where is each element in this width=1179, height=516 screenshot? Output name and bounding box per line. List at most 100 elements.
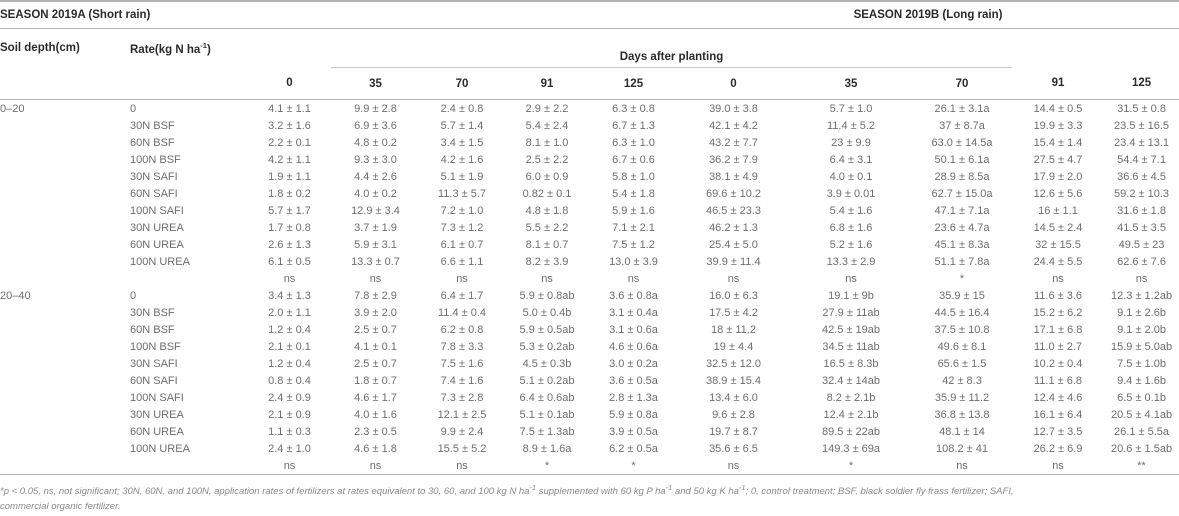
value-cell: 51.1 ± 7.8a: [934, 255, 990, 268]
empty-cell: [130, 457, 248, 475]
value-cell: 42.5 ± 19ab: [821, 323, 881, 336]
value-cell: 17.5 ± 4.2: [709, 306, 758, 319]
empty-header-cell: [248, 29, 331, 68]
value-cell: 6.9 ± 3.6: [354, 119, 397, 132]
value-cell: 4.6 ± 1.7: [354, 391, 397, 404]
value-cell: 5.7 ± 1.4: [440, 119, 484, 132]
table-row: 30N UREA 1.7 ± 0.8 3.7 ± 1.9 7.3 ± 1.2 5.5 ±…: [0, 219, 1179, 236]
value-cell: 3.9 ± 0.5a: [609, 425, 658, 438]
value-cell: 5.3 ± 0.2ab: [519, 340, 575, 353]
superscript: -1: [665, 483, 673, 492]
value-cell: 0.82 ± 0.1: [522, 187, 572, 200]
soil-depth-cell: [0, 185, 130, 202]
significance-cell: ns: [456, 272, 468, 285]
value-cell: 6.7 ± 0.6: [612, 153, 655, 166]
soil-depth-cell: [0, 253, 130, 270]
day-number-row: 0 35 70 91 125 0 35 70 91 125: [0, 67, 1179, 100]
rate-cell: 60N SAFI: [130, 187, 178, 200]
season-b-header: SEASON 2019B (Long rain): [677, 1, 1179, 29]
footnote: *p < 0.05, ns, not significant; 30N, 60N…: [0, 483, 1014, 512]
value-cell: 19 ± 4.4: [713, 340, 754, 353]
value-cell: 13.3 ± 2.9: [826, 255, 876, 268]
value-cell: 63.0 ± 14.5a: [931, 136, 993, 149]
value-cell: 5.9 ± 0.5ab: [519, 323, 575, 336]
table-row: 60N BSF 1.2 ± 0.4 2.5 ± 0.7 6.2 ± 0.8 5.9 ± …: [0, 321, 1179, 338]
value-cell: 12.4 ± 4.6: [1033, 391, 1083, 404]
soil-depth-cell: [0, 406, 130, 423]
value-cell: 65.6 ± 1.5: [937, 357, 987, 370]
value-cell: 4.1 ± 1.1: [268, 102, 311, 115]
value-cell: 26.2 ± 6.9: [1033, 442, 1083, 455]
rate-cell: 30N UREA: [130, 221, 184, 234]
table-row: 30N UREA 2.1 ± 0.9 4.0 ± 1.6 12.1 ± 2.5 5.1 …: [0, 406, 1179, 423]
soil-depth-cell: [0, 440, 130, 457]
empty-cell: [130, 270, 248, 287]
soil-depth-cell: 20–40: [0, 289, 31, 302]
significance-cell: ns: [541, 272, 553, 285]
value-cell: 5.5 ± 2.2: [525, 221, 569, 234]
value-cell: 5.9 ± 1.6: [612, 204, 655, 217]
soil-depth-cell: [0, 168, 130, 185]
significance-cell: ns: [1052, 459, 1064, 472]
table-row: 60N SAFI 0.8 ± 0.4 1.8 ± 0.7 7.4 ± 1.6 5.1 ±…: [0, 372, 1179, 389]
value-cell: 1.2 ± 0.4: [268, 357, 311, 370]
empty-cell: [0, 270, 130, 287]
empty-cell: [0, 457, 130, 475]
value-cell: 7.5 ± 1.2: [612, 238, 655, 251]
value-cell: 19.1 ± 9b: [828, 289, 874, 302]
soil-depth-cell: [0, 236, 130, 253]
significance-cell: *: [544, 459, 550, 472]
value-cell: 2.1 ± 0.1: [268, 340, 311, 353]
value-cell: 8.2 ± 2.1b: [826, 391, 876, 404]
table-body: 0–20 0 4.1 ± 1.1 9.9 ± 2.8 2.4 ± 0.8 2.9 ± 2.…: [0, 100, 1179, 475]
soil-depth-cell: [0, 389, 130, 406]
day-col-a-35: 35: [331, 67, 420, 100]
value-cell: 14.4 ± 0.5: [1033, 102, 1083, 115]
value-cell: 10.2 ± 0.4: [1033, 357, 1083, 370]
value-cell: 38.1 ± 4.9: [709, 170, 758, 183]
day-col-a-125: 125: [590, 67, 677, 100]
rate-cell: 0: [130, 102, 137, 115]
significance-cell: *: [631, 459, 636, 472]
value-cell: 9.9 ± 2.4: [440, 425, 484, 438]
table-row: 30N BSF 3.2 ± 1.6 6.9 ± 3.6 5.7 ± 1.4 5.4 ± …: [0, 117, 1179, 134]
day-col-a-70: 70: [420, 67, 504, 100]
value-cell: 43.2 ± 7.7: [709, 136, 758, 149]
rate-cell: 30N UREA: [130, 408, 184, 421]
value-cell: 6.4 ± 3.1: [829, 153, 873, 166]
value-cell: 5.7 ± 1.0: [829, 102, 873, 115]
table-row: 20–40 0 3.4 ± 1.3 7.8 ± 2.9 6.4 ± 1.7 5.9 ± 0…: [0, 287, 1179, 304]
value-cell: 4.0 ± 0.2: [354, 187, 397, 200]
value-cell: 39.9 ± 11.4: [706, 255, 761, 268]
superscript: -1: [738, 483, 746, 492]
significance-cell: ns: [283, 272, 296, 285]
value-cell: 62.7 ± 15.0a: [931, 187, 993, 200]
rate-cell: 30N SAFI: [130, 170, 178, 183]
significance-cell: ns: [727, 459, 740, 472]
value-cell: 37.5 ± 10.8: [934, 323, 990, 336]
value-cell: 4.2 ± 1.6: [440, 153, 484, 166]
value-cell: 16.5 ± 8.3b: [823, 357, 879, 370]
table-row: 100N UREA 2.4 ± 1.0 4.6 ± 1.8 15.5 ± 5.2 8.9…: [0, 440, 1179, 457]
value-cell: 5.1 ± 1.9: [440, 170, 484, 183]
significance-cell: *: [848, 459, 854, 472]
value-cell: 2.4 ± 1.0: [268, 442, 311, 455]
soil-depth-cell: [0, 423, 130, 440]
value-cell: 31.6 ± 1.8: [1117, 204, 1166, 217]
soil-depth-cell: [0, 117, 130, 134]
significance-cell: ns: [456, 459, 468, 472]
value-cell: 35.9 ± 15: [939, 289, 985, 302]
value-cell: 6.4 ± 1.7: [440, 289, 484, 302]
value-cell: 108.2 ± 41: [936, 442, 988, 455]
day-col-b-91: 91: [1012, 67, 1104, 100]
value-cell: 5.0 ± 0.4b: [522, 306, 572, 319]
nitrogen-data-table: SEASON 2019A (Short rain) SEASON 2019B (…: [0, 0, 1179, 475]
value-cell: 12.1 ± 2.5: [437, 408, 487, 421]
value-cell: 7.3 ± 1.2: [440, 221, 484, 234]
value-cell: 4.1 ± 0.1: [354, 340, 397, 353]
significance-cell: ns: [845, 272, 857, 285]
value-cell: 36.2 ± 7.9: [709, 153, 758, 166]
value-cell: 9.9 ± 2.8: [354, 102, 397, 115]
value-cell: 9.3 ± 3.0: [354, 153, 397, 166]
